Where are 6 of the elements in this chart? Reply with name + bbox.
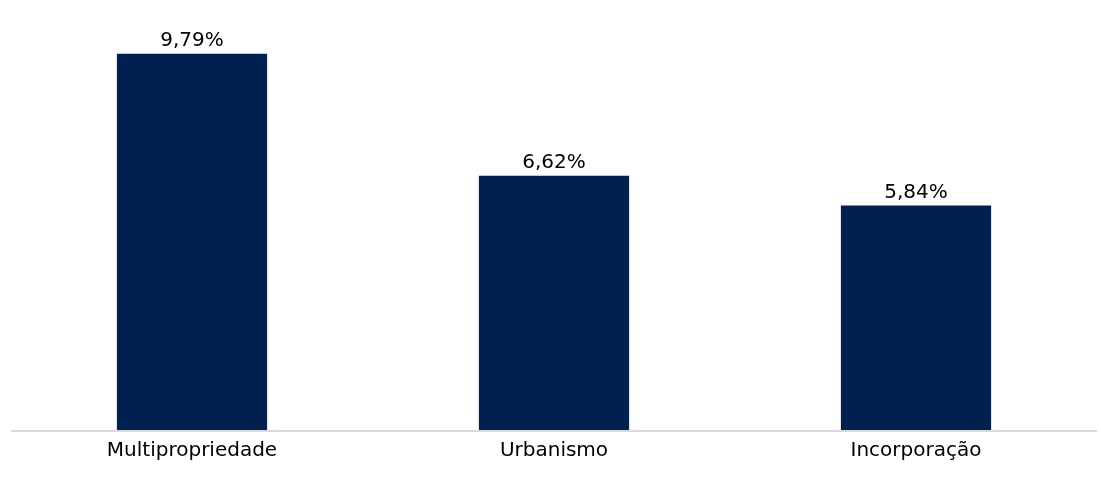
x-tick-label: Incorporação bbox=[850, 436, 982, 461]
x-tick-label: Multipropriedade bbox=[106, 436, 278, 461]
x-tick-label: Urbanismo bbox=[499, 436, 609, 461]
data-label: 5,84% bbox=[884, 178, 948, 203]
data-label: 6,62% bbox=[522, 148, 586, 173]
data-label: 9,79% bbox=[160, 26, 224, 51]
